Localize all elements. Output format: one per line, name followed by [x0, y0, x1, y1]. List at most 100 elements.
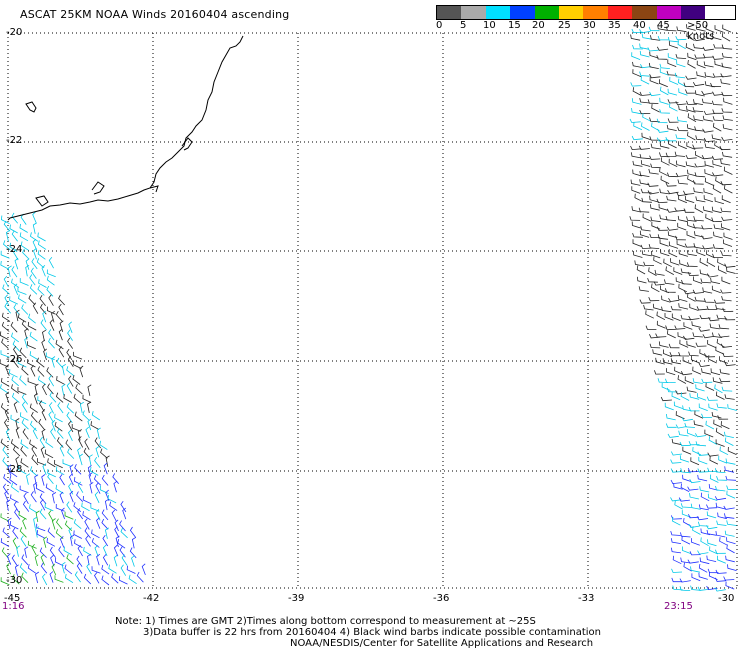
wind-barb: [720, 421, 730, 430]
wind-barb: [641, 197, 652, 203]
wind-barb: [712, 122, 722, 132]
wind-barb: [687, 293, 696, 302]
wind-barb: [56, 376, 65, 385]
wind-barb: [95, 445, 100, 458]
wind-barb: [119, 546, 126, 558]
legend-swatch-4: [534, 6, 559, 19]
wind-barb: [41, 409, 47, 421]
wind-barb: [90, 503, 100, 512]
wind-barb: [129, 526, 137, 538]
wind-barb: [665, 152, 677, 157]
wind-barb: [660, 175, 670, 184]
wind-barb: [29, 403, 38, 413]
wind-barb: [705, 382, 715, 391]
wind-barb: [69, 490, 74, 503]
wind-barb: [653, 281, 665, 286]
wind-barb: [694, 410, 704, 419]
wind-barb: [639, 29, 651, 34]
wind-barb: [61, 561, 66, 574]
wind-barb: [649, 233, 661, 238]
wind-barb: [639, 109, 651, 115]
wind-barb: [22, 500, 30, 512]
wind-barb: [101, 564, 110, 575]
wind-barb: [692, 82, 705, 87]
wind-barb: [9, 467, 18, 478]
wind-barb: [670, 258, 680, 266]
wind-barb: [661, 306, 672, 313]
wind-barb: [714, 496, 727, 501]
wind-barb: [0, 260, 9, 270]
legend-label-20: 20: [532, 20, 545, 31]
wind-barb: [103, 462, 108, 475]
wind-barb: [706, 585, 718, 591]
wind-barb: [715, 391, 725, 400]
wind-barb: [683, 290, 695, 295]
wind-barb: [715, 531, 726, 538]
wind-barb: [722, 352, 734, 358]
wind-barb: [672, 585, 683, 591]
wind-barb: [641, 33, 652, 40]
wind-barb: [113, 544, 119, 557]
wind-barb: [66, 501, 73, 513]
wind-barb: [713, 419, 723, 428]
wind-barb: [669, 103, 678, 112]
wind-barb: [63, 394, 72, 403]
wind-barb: [36, 258, 45, 269]
wind-barb: [62, 459, 72, 467]
wind-barb: [722, 115, 733, 121]
wind-barb: [711, 285, 721, 294]
wind-barb: [645, 325, 657, 330]
wind-barb: [54, 557, 64, 567]
wind-barb: [720, 289, 732, 294]
coastline-estuary: [149, 185, 159, 193]
legend-swatch-0: [437, 6, 462, 19]
wind-barb: [21, 419, 29, 430]
wind-barb: [699, 269, 710, 276]
wind-barb: [631, 98, 642, 105]
wind-barb: [686, 100, 697, 105]
wind-barb: [639, 230, 650, 238]
wind-barb: [715, 304, 726, 311]
wind-barb: [702, 245, 714, 250]
wind-barb: [685, 89, 696, 94]
wind-barb: [42, 383, 47, 396]
wind-barb: [684, 243, 696, 248]
wind-barb: [79, 401, 85, 414]
wind-barb: [686, 231, 696, 239]
wind-barb: [709, 323, 720, 330]
wind-barb: [686, 124, 697, 131]
wind-barb: [95, 482, 101, 494]
wind-barb: [670, 547, 682, 554]
wind-barb: [15, 418, 20, 430]
wind-barb: [707, 452, 719, 457]
wind-barb: [83, 573, 92, 585]
wind-barb: [693, 115, 704, 122]
wind-barb: [0, 384, 9, 394]
wind-barb: [681, 536, 691, 545]
wind-barb: [659, 167, 668, 177]
wind-barb: [711, 217, 722, 223]
wind-barb: [695, 441, 707, 447]
wind-barb: [19, 347, 27, 359]
wind-barb: [633, 250, 643, 258]
wind-barb: [19, 563, 28, 574]
wind-barb: [680, 268, 692, 274]
wind-barb: [54, 459, 63, 469]
wind-barb: [131, 537, 136, 549]
lat-lon-grid: [7, 32, 738, 589]
wind-barb: [676, 240, 686, 248]
wind-barb: [678, 105, 689, 112]
wind-barb: [51, 310, 55, 323]
wind-barb: [88, 454, 93, 466]
wind-barb: [12, 356, 19, 368]
wind-barb: [658, 341, 669, 348]
wind-barb: [721, 276, 731, 285]
wind-barb: [667, 36, 679, 43]
wind-barb: [696, 516, 709, 521]
legend-label-30: 30: [583, 20, 596, 31]
wind-barb: [684, 195, 695, 203]
wind-barb: [707, 493, 718, 501]
wind-barb: [652, 303, 663, 311]
wind-barb: [631, 221, 642, 229]
